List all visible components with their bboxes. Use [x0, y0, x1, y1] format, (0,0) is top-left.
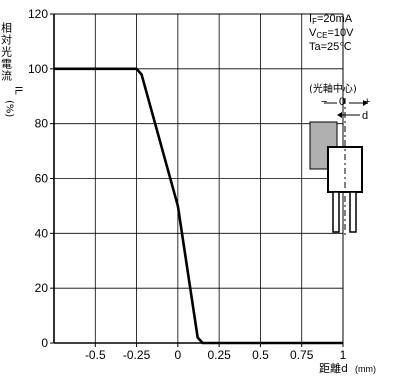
inset-plus-label: + — [364, 96, 370, 108]
x-tick-label: 0.75 — [290, 348, 314, 362]
series-group — [54, 67, 343, 345]
y-tick-label: 40 — [35, 226, 49, 240]
inset-d-arrowhead — [337, 112, 342, 118]
y-tick-label: 0 — [41, 336, 48, 350]
y-axis-unit: (%) — [4, 100, 15, 117]
y-tick-label: 80 — [35, 117, 49, 131]
x-tick-label: 0.5 — [252, 348, 269, 362]
sensor-leg-right — [349, 191, 357, 233]
y-tick-labels: 0 20 40 60 80 100 120 — [28, 7, 54, 350]
grid — [54, 14, 343, 343]
inset-d-label: d — [362, 110, 368, 122]
x-tick-labels: -0.5 -0.25 0 0.25 0.5 0.75 1 — [85, 343, 347, 362]
x-axis-label: 距離d (mm) — [319, 361, 376, 375]
condition-line: VCE=10V — [309, 27, 354, 40]
sensor-leg-left — [332, 191, 340, 233]
y-tick-label: 100 — [28, 62, 48, 76]
x-tick-label: -0.25 — [123, 348, 151, 362]
x-tick-label: -0.5 — [85, 348, 106, 362]
optical-axis-center-label: (光軸中心) — [309, 82, 357, 95]
x-axis-unit: (mm) — [355, 364, 376, 374]
x-axis-title: 距離d — [319, 361, 348, 375]
inset-zero-label: 0 — [339, 96, 345, 108]
inset-diagram: (光軸中心) − 0 + d — [309, 82, 370, 235]
inset-arrowhead-right — [363, 100, 368, 106]
inset-minus-label: − — [321, 96, 327, 108]
y-tick-label: 60 — [35, 172, 49, 186]
series-line-1 — [54, 67, 343, 345]
y-tick-label: 20 — [35, 281, 49, 295]
condition-line: IF=20mA — [309, 13, 353, 26]
y-axis-title: 相対光電流 — [0, 22, 13, 82]
condition-line: Ta=25℃ — [309, 41, 352, 53]
x-tick-label: 0 — [175, 348, 182, 362]
x-tick-label: 0.25 — [207, 348, 231, 362]
x-tick-label: 1 — [340, 348, 347, 362]
y-axis-label: 相対光電流 IL (%) — [0, 22, 24, 118]
y-axis-subscript: IL — [13, 86, 24, 95]
y-tick-label: 120 — [28, 7, 48, 21]
